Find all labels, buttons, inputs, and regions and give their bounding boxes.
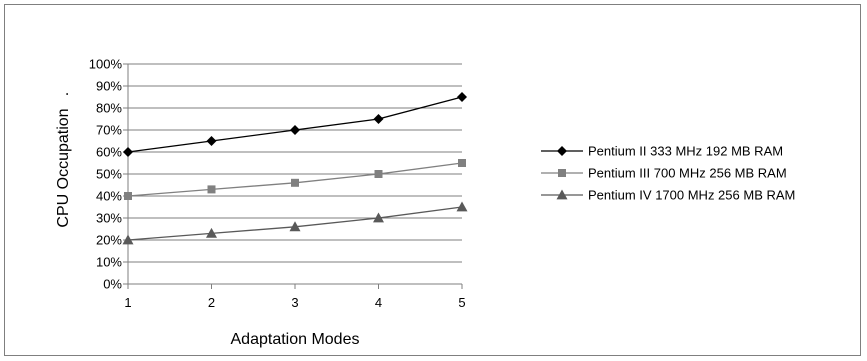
y-tick-label: 60% xyxy=(96,145,122,160)
data-point xyxy=(374,170,383,178)
legend-marker xyxy=(556,189,568,200)
data-point xyxy=(207,185,216,194)
y-axis-title: CPU Occupation xyxy=(55,108,72,227)
chart-frame xyxy=(4,4,861,356)
x-tick-label: 5 xyxy=(458,295,465,310)
y-tick-label: 90% xyxy=(96,79,122,94)
legend-item: Pentium II 333 MHz 192 MB RAM xyxy=(541,144,783,159)
data-point xyxy=(123,147,133,157)
data-point xyxy=(206,136,217,146)
data-point xyxy=(124,192,132,200)
x-tick-label: 1 xyxy=(124,295,131,310)
y-axis-title-group: CPU Occupation . xyxy=(55,92,72,228)
x-tick-labels: 1 2 3 4 5 xyxy=(124,295,465,310)
y-tick-label: 80% xyxy=(96,101,122,116)
data-point xyxy=(456,201,468,212)
y-tick-label: 30% xyxy=(96,211,122,226)
x-tick-label: 3 xyxy=(291,295,298,310)
legend: Pentium II 333 MHz 192 MB RAM Pentium III… xyxy=(541,144,795,203)
series-line xyxy=(127,96,463,153)
data-point xyxy=(291,178,299,187)
y-tick-label: 20% xyxy=(96,233,122,248)
data-point xyxy=(457,92,467,102)
y-tick-label: 40% xyxy=(96,189,122,204)
y-tick-label: 100% xyxy=(89,57,123,72)
gridlines xyxy=(128,63,462,263)
series-1 xyxy=(123,92,467,157)
legend-marker xyxy=(557,146,567,156)
y-tick-label: 10% xyxy=(96,255,122,270)
series-group xyxy=(122,92,468,245)
legend-label: Pentium IV 1700 MHz 256 MB RAM xyxy=(588,188,795,203)
legend-marker xyxy=(558,169,566,177)
series-2 xyxy=(124,159,466,200)
data-point xyxy=(373,114,384,124)
y-tick-label: 70% xyxy=(96,123,122,138)
series-3 xyxy=(122,201,468,245)
data-point xyxy=(122,234,134,245)
data-point xyxy=(206,227,217,238)
y-tick-label: 0% xyxy=(103,277,122,292)
y-axis-title-suffix: . xyxy=(55,92,72,96)
data-point xyxy=(458,159,466,167)
data-point xyxy=(373,212,384,223)
y-tick-labels: 0% 10% 20% 30% 40% 50% 60% 70% 80% 90% 100% xyxy=(89,57,123,292)
data-point xyxy=(290,125,300,135)
legend-item: Pentium III 700 MHz 256 MB RAM xyxy=(541,166,787,181)
legend-label: Pentium II 333 MHz 192 MB RAM xyxy=(588,144,783,159)
x-tick-label: 2 xyxy=(208,295,215,310)
x-axis-title: Adaptation Modes xyxy=(231,331,360,348)
axes xyxy=(123,63,463,289)
legend-item: Pentium IV 1700 MHz 256 MB RAM xyxy=(541,188,795,203)
x-tick-label: 4 xyxy=(375,295,382,310)
data-point xyxy=(289,221,301,232)
legend-label: Pentium III 700 MHz 256 MB RAM xyxy=(588,166,787,181)
y-tick-label: 50% xyxy=(96,167,122,182)
